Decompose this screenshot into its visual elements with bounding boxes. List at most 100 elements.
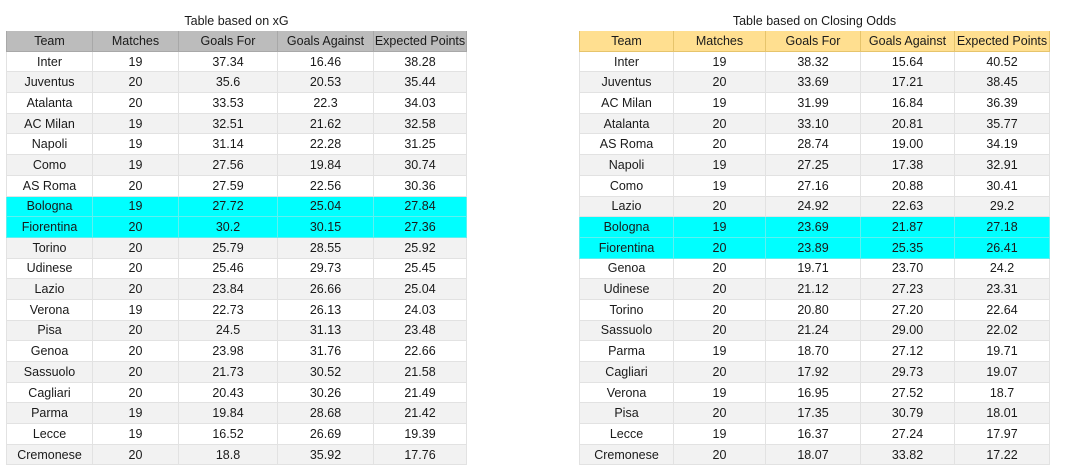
cell-expected-points: 27.84 <box>373 196 467 218</box>
cell-matches: 20 <box>673 258 766 280</box>
cell-expected-points: 21.58 <box>373 361 467 383</box>
cell-team: Atalanta <box>6 92 93 114</box>
cell-goals-against: 17.38 <box>860 154 955 176</box>
cell-goals-against: 22.56 <box>277 175 374 197</box>
table-row: Pisa 20 17.35 30.79 18.01 <box>579 402 1050 425</box>
table-row: Torino 20 25.79 28.55 25.92 <box>6 237 467 259</box>
cell-goals-against: 26.66 <box>277 278 374 300</box>
cell-goals-against: 25.04 <box>277 196 374 218</box>
cell-goals-against: 19.84 <box>277 154 374 176</box>
cell-team: Como <box>579 175 674 197</box>
table-row: AC Milan 19 31.99 16.84 36.39 <box>579 92 1050 114</box>
table-row: Atalanta 20 33.53 22.3 34.03 <box>6 92 467 114</box>
cell-expected-points: 31.25 <box>373 133 467 156</box>
cell-goals-against: 25.35 <box>860 237 955 259</box>
table-row: Lazio 20 23.84 26.66 25.04 <box>6 278 467 300</box>
cell-goals-for: 27.56 <box>178 154 278 176</box>
table-row: Cremonese 20 18.8 35.92 17.76 <box>6 444 467 465</box>
table-row: Fiorentina 20 23.89 25.35 26.41 <box>579 237 1050 259</box>
cell-goals-for: 16.37 <box>765 423 861 445</box>
cell-team: Genoa <box>579 258 674 280</box>
table-row: Sassuolo 20 21.24 29.00 22.02 <box>579 320 1050 342</box>
cell-team: Udinese <box>6 258 93 280</box>
cell-expected-points: 30.36 <box>373 175 467 197</box>
cell-goals-for: 32.51 <box>178 113 278 135</box>
cell-expected-points: 22.64 <box>954 299 1050 321</box>
cell-expected-points: 23.48 <box>373 320 467 342</box>
cell-team: Sassuolo <box>579 320 674 342</box>
cell-matches: 20 <box>673 320 766 342</box>
cell-expected-points: 40.52 <box>954 51 1050 73</box>
cell-goals-against: 31.76 <box>277 340 374 362</box>
cell-goals-against: 19.00 <box>860 133 955 156</box>
cell-matches: 20 <box>92 216 179 238</box>
cell-expected-points: 25.92 <box>373 237 467 259</box>
table-row: AS Roma 20 28.74 19.00 34.19 <box>579 133 1050 156</box>
cell-matches: 20 <box>673 299 766 321</box>
cell-goals-for: 20.80 <box>765 299 861 321</box>
cell-team: Como <box>6 154 93 176</box>
cell-goals-for: 24.92 <box>765 196 861 218</box>
cell-goals-for: 24.5 <box>178 320 278 342</box>
cell-matches: 19 <box>673 216 766 238</box>
header-goals-for: Goals For <box>765 31 861 52</box>
cell-goals-for: 21.12 <box>765 278 861 300</box>
cell-goals-against: 27.23 <box>860 278 955 300</box>
cell-expected-points: 35.44 <box>373 71 467 94</box>
cell-expected-points: 22.66 <box>373 340 467 362</box>
table-row: Atalanta 20 33.10 20.81 35.77 <box>579 113 1050 135</box>
cell-matches: 20 <box>92 382 179 404</box>
table-row: AS Roma 20 27.59 22.56 30.36 <box>6 175 467 197</box>
cell-goals-against: 21.87 <box>860 216 955 238</box>
cell-goals-for: 27.59 <box>178 175 278 197</box>
cell-goals-for: 21.73 <box>178 361 278 383</box>
cell-matches: 19 <box>673 92 766 114</box>
cell-goals-for: 38.32 <box>765 51 861 73</box>
cell-goals-for: 33.10 <box>765 113 861 135</box>
cell-goals-against: 29.73 <box>860 361 955 383</box>
cell-expected-points: 38.45 <box>954 71 1050 94</box>
cell-matches: 20 <box>673 133 766 156</box>
cell-expected-points: 21.42 <box>373 402 467 425</box>
cell-team: AC Milan <box>579 92 674 114</box>
table-row: Udinese 20 25.46 29.73 25.45 <box>6 258 467 280</box>
odds-table: Team Matches Goals For Goals Against Exp… <box>579 31 1050 465</box>
cell-team: Lazio <box>6 278 93 300</box>
cell-goals-for: 35.6 <box>178 71 278 94</box>
cell-matches: 20 <box>673 402 766 425</box>
cell-team: Inter <box>6 51 93 73</box>
table-row: Lecce 19 16.52 26.69 19.39 <box>6 423 467 445</box>
cell-matches: 19 <box>673 382 766 404</box>
cell-goals-against: 20.81 <box>860 113 955 135</box>
xg-table: Team Matches Goals For Goals Against Exp… <box>6 31 467 465</box>
cell-matches: 19 <box>673 175 766 197</box>
xg-table-header-row: Team Matches Goals For Goals Against Exp… <box>6 31 467 52</box>
cell-goals-for: 23.69 <box>765 216 861 238</box>
cell-team: Torino <box>6 237 93 259</box>
cell-goals-for: 25.79 <box>178 237 278 259</box>
cell-expected-points: 24.2 <box>954 258 1050 280</box>
cell-expected-points: 29.2 <box>954 196 1050 218</box>
cell-matches: 20 <box>673 71 766 94</box>
header-team: Team <box>579 31 674 52</box>
cell-team: Lecce <box>6 423 93 445</box>
cell-team: Udinese <box>579 278 674 300</box>
cell-team: Atalanta <box>579 113 674 135</box>
header-matches: Matches <box>92 31 179 52</box>
header-goals-against: Goals Against <box>860 31 955 52</box>
table-row: Juventus 20 33.69 17.21 38.45 <box>579 71 1050 94</box>
cell-team: Genoa <box>6 340 93 362</box>
cell-expected-points: 35.77 <box>954 113 1050 135</box>
table-row: Verona 19 16.95 27.52 18.7 <box>579 382 1050 404</box>
cell-goals-against: 22.63 <box>860 196 955 218</box>
cell-matches: 19 <box>673 154 766 176</box>
cell-goals-for: 21.24 <box>765 320 861 342</box>
cell-expected-points: 22.02 <box>954 320 1050 342</box>
cell-team: Lazio <box>579 196 674 218</box>
table-row: Juventus 20 35.6 20.53 35.44 <box>6 71 467 94</box>
cell-matches: 20 <box>92 361 179 383</box>
header-matches: Matches <box>673 31 766 52</box>
cell-goals-for: 37.34 <box>178 51 278 73</box>
cell-team: AS Roma <box>579 133 674 156</box>
cell-goals-for: 16.52 <box>178 423 278 445</box>
